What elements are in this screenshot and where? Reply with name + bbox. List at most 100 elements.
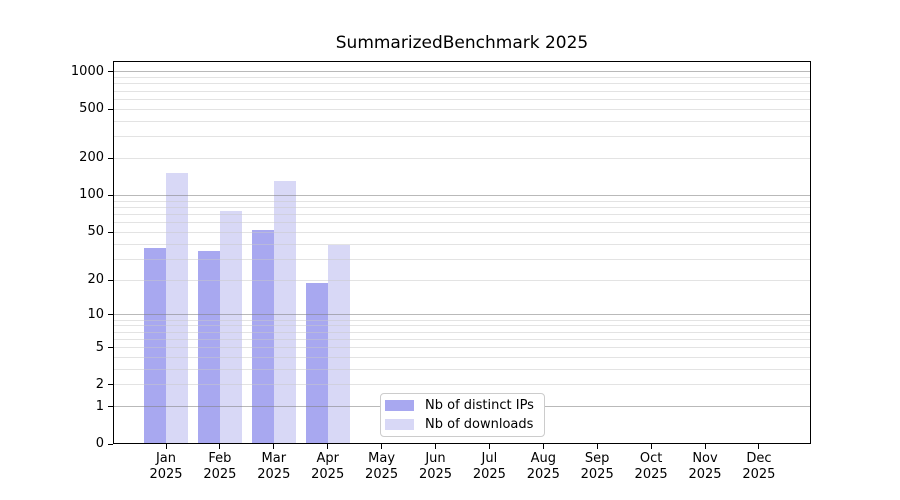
x-tick-year-sep: 2025: [580, 466, 614, 482]
x-tick-sep: [596, 444, 598, 449]
x-tick-jun: [435, 444, 436, 449]
legend-swatch-distinct-ips: [385, 400, 414, 411]
x-tick-year-feb: 2025: [203, 466, 237, 482]
gridline-minor-700: [113, 90, 811, 92]
legend-item-downloads: Nb of downloads: [381, 417, 544, 432]
x-tick-jan: [165, 444, 167, 449]
gridline-minor-600: [113, 98, 811, 100]
gridline-minor-50: [113, 231, 811, 233]
bar-downloads-jan: [166, 172, 188, 444]
x-tick-month-jan: Jan: [155, 451, 177, 466]
x-tick-feb: [219, 444, 221, 449]
gridline-minor-900: [113, 77, 811, 79]
x-tick-oct: [650, 444, 652, 449]
gridline-minor-40: [113, 243, 811, 245]
gridline-minor-400: [113, 120, 811, 122]
y-tick-label-2: 2: [95, 376, 104, 392]
gridline-minor-6: [113, 338, 811, 340]
y-tick-1000: [108, 71, 113, 73]
chart-title: SummarizedBenchmark 2025: [335, 33, 589, 53]
y-tick-0: [108, 443, 113, 445]
x-tick-year-aug: 2025: [526, 466, 560, 482]
y-tick-label-1000: 1000: [70, 63, 104, 79]
x-tick-month-aug: Aug: [530, 451, 556, 466]
x-tick-label-jan: Jan 2025: [135, 451, 197, 482]
gridline-major-10: [113, 314, 811, 316]
x-tick-month-jul: Jul: [481, 451, 498, 466]
x-tick-label-dec: Dec 2025: [728, 451, 790, 482]
x-tick-dec: [758, 444, 760, 449]
x-tick-month-feb: Feb: [208, 451, 232, 466]
x-tick-label-feb: Feb 2025: [189, 451, 251, 482]
y-tick-1: [108, 406, 113, 408]
y-tick-label-50: 50: [87, 224, 104, 240]
legend-swatch-downloads: [385, 419, 414, 430]
gridline-minor-70: [113, 213, 811, 215]
gridline-minor-200: [113, 157, 811, 159]
y-tick-5: [108, 347, 113, 348]
x-tick-year-apr: 2025: [311, 466, 345, 482]
gridline-major-100: [113, 194, 811, 196]
gridline-major-1000: [113, 71, 811, 73]
bar-downloads-feb: [219, 211, 242, 444]
gridline-minor-9: [113, 319, 811, 321]
bar-downloads-mar: [273, 181, 296, 444]
gridline-minor-2: [113, 384, 811, 386]
x-tick-year-jul: 2025: [472, 466, 506, 482]
x-tick-month-sep: Sep: [584, 451, 610, 466]
x-tick-label-may: May 2025: [351, 451, 413, 482]
gridline-minor-300: [113, 136, 811, 138]
x-tick-month-nov: Nov: [692, 451, 718, 466]
x-tick-year-jan: 2025: [149, 466, 183, 482]
x-tick-month-dec: Dec: [746, 451, 772, 466]
x-tick-apr: [327, 444, 329, 449]
legend-label-distinct-ips: Nb of distinct IPs: [425, 398, 534, 413]
x-tick-label-jul: Jul 2025: [458, 451, 520, 482]
x-tick-year-dec: 2025: [742, 466, 776, 482]
gridline-minor-80: [113, 206, 811, 208]
x-tick-month-jun: Jun: [425, 451, 446, 466]
gridline-minor-800: [113, 83, 811, 85]
legend: Nb of distinct IPs Nb of downloads: [380, 393, 545, 437]
gridline-minor-7: [113, 331, 811, 333]
y-tick-label-5: 5: [95, 339, 104, 355]
x-tick-nov: [704, 444, 706, 449]
x-tick-month-mar: Mar: [261, 451, 287, 466]
x-tick-may: [381, 444, 383, 449]
y-tick-label-10: 10: [87, 306, 104, 322]
x-tick-aug: [542, 444, 544, 449]
legend-item-distinct-ips: Nb of distinct IPs: [381, 398, 544, 413]
x-tick-month-oct: Oct: [639, 451, 663, 466]
gridline-minor-500: [113, 108, 811, 110]
x-tick-year-oct: 2025: [634, 466, 668, 482]
x-tick-label-jun: Jun 2025: [405, 451, 467, 482]
y-tick-label-100: 100: [79, 187, 104, 203]
x-tick-month-may: May: [368, 451, 396, 466]
y-tick-20: [108, 279, 113, 281]
y-tick-label-1: 1: [95, 398, 104, 414]
x-tick-jul: [488, 444, 490, 449]
bar-downloads-apr: [327, 245, 350, 444]
y-tick-10: [108, 314, 113, 316]
y-tick-100: [108, 194, 113, 196]
x-tick-year-nov: 2025: [688, 466, 722, 482]
y-tick-label-200: 200: [79, 150, 104, 166]
gridline-minor-8: [113, 325, 811, 327]
y-tick-50: [108, 231, 113, 233]
bar-distinct-ips-mar: [251, 230, 274, 444]
y-tick-2: [108, 384, 113, 386]
y-tick-500: [108, 108, 113, 110]
x-tick-label-aug: Aug 2025: [512, 451, 574, 482]
y-tick-label-500: 500: [79, 101, 104, 117]
gridline-minor-30: [113, 258, 811, 260]
gridline-minor-20: [113, 279, 811, 281]
gridline-minor-60: [113, 222, 811, 224]
legend-label-downloads: Nb of downloads: [425, 417, 534, 432]
bar-distinct-ips-jan: [144, 248, 166, 444]
x-tick-label-mar: Mar 2025: [243, 451, 305, 482]
gridline-minor-5: [113, 347, 811, 348]
x-tick-label-sep: Sep 2025: [566, 451, 628, 482]
x-tick-label-nov: Nov 2025: [674, 451, 736, 482]
x-tick-year-jun: 2025: [418, 466, 453, 482]
